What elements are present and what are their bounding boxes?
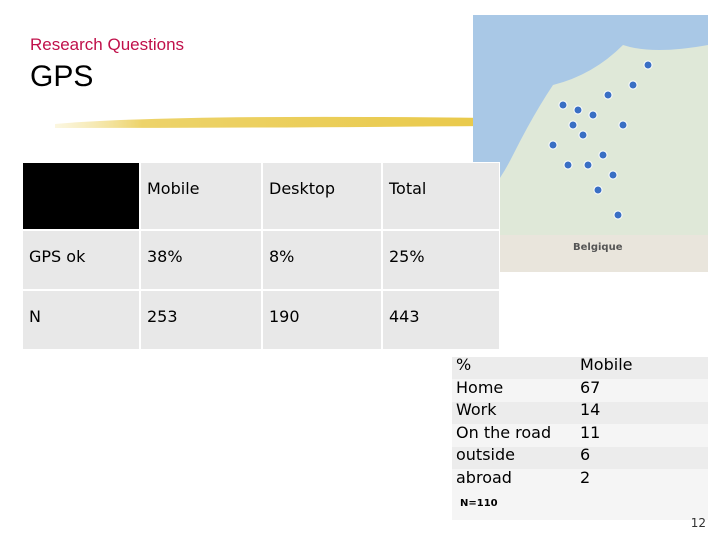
title-underline bbox=[55, 116, 490, 128]
column-header: Mobile bbox=[140, 162, 262, 230]
table-cell: GPS ok bbox=[22, 230, 140, 290]
table2-cell: 14 bbox=[580, 400, 601, 419]
table2-cell: Mobile bbox=[580, 355, 633, 374]
table-cell: 443 bbox=[382, 290, 500, 350]
table2-cell: abroad bbox=[456, 467, 512, 487]
map: Belgique bbox=[473, 15, 708, 272]
row-band bbox=[452, 447, 708, 469]
row-band bbox=[452, 402, 708, 424]
header-cell bbox=[22, 162, 140, 230]
row-band bbox=[452, 357, 708, 379]
table2-cell: Home bbox=[456, 377, 504, 397]
table-cell: 25% bbox=[382, 230, 500, 290]
table-cell: 8% bbox=[262, 230, 382, 290]
table2-cell: outside bbox=[456, 445, 515, 464]
note: N=110 bbox=[460, 498, 498, 509]
table2-cell: % bbox=[456, 355, 472, 374]
section-label: Research Questions bbox=[30, 35, 185, 54]
table-cell: 253 bbox=[140, 290, 262, 350]
table-cell: N bbox=[22, 290, 140, 350]
column-header: Desktop bbox=[262, 162, 382, 230]
table-cell: 38% bbox=[140, 230, 262, 290]
column-header: Total bbox=[382, 162, 500, 230]
slide-title: GPS bbox=[30, 60, 94, 93]
table2-cell: 6 bbox=[580, 445, 591, 464]
table2-cell: Work bbox=[456, 400, 497, 419]
table2-bg bbox=[452, 360, 708, 520]
table2-cell: On the road bbox=[456, 422, 552, 442]
svg-text:Belgique: Belgique bbox=[573, 242, 623, 253]
table2-cell: 67 bbox=[580, 377, 601, 397]
page-number: 12 bbox=[690, 516, 706, 530]
table2-cell: 11 bbox=[580, 422, 601, 442]
table2-cell: 2 bbox=[580, 467, 591, 487]
table-cell: 190 bbox=[262, 290, 382, 350]
